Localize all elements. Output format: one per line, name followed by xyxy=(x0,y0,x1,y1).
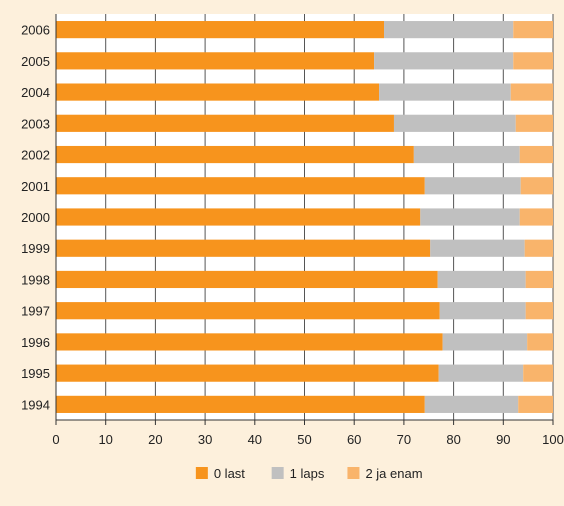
legend-swatch-1 xyxy=(271,467,284,479)
y-tick-label-2004: 2004 xyxy=(21,85,50,100)
y-tick-label-2006: 2006 xyxy=(21,23,50,38)
x-tick-label-70: 70 xyxy=(397,432,411,447)
y-tick-label-1994: 1994 xyxy=(21,397,50,412)
bar-2005-series-0 xyxy=(56,52,375,70)
bar-2006-series-0 xyxy=(56,21,385,39)
x-tick-label-60: 60 xyxy=(347,432,361,447)
bar-2001-series-2 xyxy=(520,177,553,195)
y-axis-labels: 2006 2005 2004 2003 2002 2001 2000 1999 1998 1997… xyxy=(21,23,50,413)
bar-1999-series-0 xyxy=(56,239,431,257)
y-tick-label-1996: 1996 xyxy=(21,335,50,350)
bar-2004-series-0 xyxy=(56,83,380,101)
bar-1997-series-1 xyxy=(439,302,526,320)
bar-2001-series-0 xyxy=(56,177,425,195)
bar-1998-series-1 xyxy=(437,270,526,289)
x-tick-label-80: 80 xyxy=(446,432,460,447)
y-tick-label-2003: 2003 xyxy=(21,116,50,131)
x-axis-labels: 0 10 20 30 40 50 60 70 80 90 100 xyxy=(52,420,564,447)
bar-2005-series-2 xyxy=(513,52,553,70)
bar-2001-series-1 xyxy=(424,177,521,195)
bar-2002-series-0 xyxy=(56,145,414,164)
y-tick-label-1999: 1999 xyxy=(21,241,50,256)
legend-label-0: 0 last xyxy=(214,466,245,481)
y-tick-label-1995: 1995 xyxy=(21,366,50,381)
y-tick-label-2000: 2000 xyxy=(21,210,50,225)
legend-swatch-0 xyxy=(195,467,208,479)
bar-1998-series-0 xyxy=(56,270,438,289)
x-tick-label-10: 10 xyxy=(98,432,112,447)
bar-1995-series-2 xyxy=(523,364,553,382)
bar-2002-series-1 xyxy=(413,145,520,164)
bar-1997-series-0 xyxy=(56,302,440,320)
bar-1996-series-2 xyxy=(527,333,553,351)
bar-2002-series-2 xyxy=(519,145,553,164)
bar-2003-series-2 xyxy=(515,114,553,132)
x-tick-label-100: 100 xyxy=(542,432,564,447)
x-tick-label-50: 50 xyxy=(297,432,311,447)
bar-1994-series-2 xyxy=(518,395,553,413)
x-tick-label-90: 90 xyxy=(496,432,510,447)
bar-2000-series-1 xyxy=(420,208,520,226)
bar-1999-series-1 xyxy=(430,239,525,257)
y-tick-label-2001: 2001 xyxy=(21,179,50,194)
bar-2006-series-2 xyxy=(513,21,553,39)
y-tick-label-1997: 1997 xyxy=(21,304,50,319)
y-tick-label-2005: 2005 xyxy=(21,54,50,69)
legend: 0 last 1 laps 2 ja enam xyxy=(195,466,423,481)
plot-area xyxy=(55,14,554,421)
bar-2004-series-2 xyxy=(510,83,553,101)
bar-1996-series-0 xyxy=(56,333,443,351)
bar-2000-series-2 xyxy=(519,208,553,226)
x-tick-label-40: 40 xyxy=(248,432,262,447)
y-tick-label-2002: 2002 xyxy=(21,148,50,163)
y-tick-label-1998: 1998 xyxy=(21,272,50,287)
bar-1999-series-2 xyxy=(524,239,553,257)
x-tick-label-30: 30 xyxy=(198,432,212,447)
bar-1994-series-0 xyxy=(56,395,425,413)
legend-label-1: 1 laps xyxy=(290,466,325,481)
bar-2005-series-1 xyxy=(374,52,514,70)
bar-1998-series-2 xyxy=(525,270,553,289)
bar-2004-series-1 xyxy=(379,83,511,101)
x-tick-label-20: 20 xyxy=(148,432,162,447)
legend-swatch-2 xyxy=(347,467,360,479)
bar-1996-series-1 xyxy=(442,333,528,351)
bar-1995-series-1 xyxy=(438,364,524,382)
bar-1995-series-0 xyxy=(56,364,439,382)
bar-2003-series-1 xyxy=(393,114,516,132)
bar-2000-series-0 xyxy=(56,208,421,226)
bar-1994-series-1 xyxy=(424,395,519,413)
bar-1997-series-2 xyxy=(525,302,553,320)
x-tick-label-0: 0 xyxy=(52,432,59,447)
bar-2003-series-0 xyxy=(56,114,394,132)
bar-2006-series-1 xyxy=(384,21,514,39)
legend-label-2: 2 ja enam xyxy=(365,466,422,481)
